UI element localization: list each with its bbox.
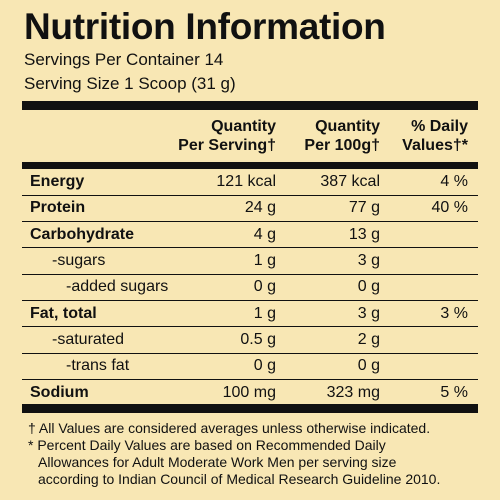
cell-value: 4 %	[440, 173, 468, 191]
footnote: according to Indian Council of Medical R…	[38, 471, 441, 487]
cell-value: 121 kcal	[216, 173, 276, 191]
cell-value: 3 %	[440, 304, 468, 322]
cell-value: 0 g	[357, 278, 380, 296]
serving-size: Serving Size 1 Scoop (31 g)	[24, 74, 236, 93]
cell-value: 0 g	[357, 357, 380, 375]
column-header: Per Serving†	[178, 137, 276, 154]
cell-value: 40 %	[431, 199, 468, 217]
cell-value: 1 g	[253, 252, 276, 270]
column-header: Per 100g†	[304, 137, 380, 154]
cell-value: 0.5 g	[240, 330, 276, 348]
cell-value: 77 g	[348, 199, 380, 217]
row-rule	[22, 221, 478, 223]
row-label: Energy	[30, 173, 85, 191]
row-rule	[22, 300, 478, 301]
cell-value: 2 g	[357, 330, 380, 348]
cell-value: 5 %	[440, 383, 468, 401]
row-label: -added sugars	[66, 278, 169, 296]
row-label: -trans fat	[66, 357, 130, 375]
row-label: Sodium	[30, 383, 89, 401]
cell-value: 13 g	[348, 225, 380, 243]
cell-value: 3 g	[357, 304, 380, 322]
cell-value: 387 kcal	[320, 173, 380, 191]
row-label: -saturated	[52, 330, 125, 348]
column-header: Values†*	[402, 137, 468, 154]
column-header: Quantity	[211, 118, 276, 135]
cell-value: 3 g	[357, 252, 380, 270]
row-rule	[22, 273, 478, 275]
cell-value: 4 g	[253, 225, 276, 243]
footnote: † All Values are considered averages unl…	[28, 420, 431, 436]
row-label: Protein	[30, 199, 86, 217]
cell-value: 24 g	[244, 199, 276, 217]
row-rule	[22, 378, 478, 380]
cell-value: 1 g	[253, 304, 276, 322]
cell-value: 0 g	[253, 357, 276, 375]
cell-value: 100 mg	[222, 383, 276, 401]
row-rule	[22, 247, 478, 249]
column-header: Quantity	[315, 118, 380, 135]
column-header: % Daily	[411, 118, 468, 135]
row-rule	[22, 194, 478, 196]
row-label: -sugars	[52, 252, 106, 270]
row-label: Fat, total	[30, 304, 97, 322]
thick-rule	[22, 404, 478, 413]
cell-value: 0 g	[253, 278, 276, 296]
thick-rule	[22, 162, 478, 169]
cell-value: 323 mg	[326, 383, 380, 401]
footnote: Allowances for Adult Moderate Work Men p…	[38, 454, 397, 470]
servings: Servings Per Container 14	[24, 50, 224, 69]
footnote: * Percent Daily Values are based on Reco…	[28, 437, 386, 453]
row-rule	[22, 352, 478, 354]
row-label: Carbohydrate	[30, 225, 135, 243]
thick-rule	[22, 101, 478, 110]
title: Nutrition Information	[24, 6, 386, 47]
row-rule	[22, 326, 478, 328]
